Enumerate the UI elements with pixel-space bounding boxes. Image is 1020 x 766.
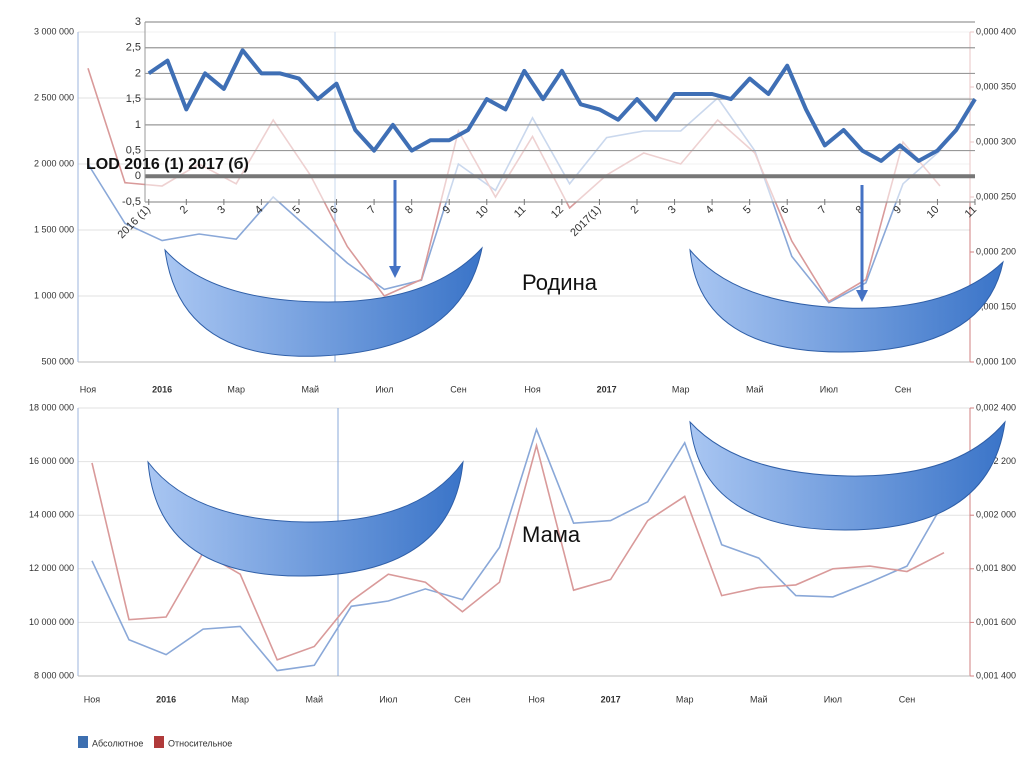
x-tick-label: Ноя bbox=[84, 694, 101, 704]
x-tick-label: Мар bbox=[227, 384, 245, 394]
x-tick-label: Июл bbox=[824, 694, 842, 704]
y2-tick-label: 0,001 800 bbox=[976, 563, 1016, 573]
x-tick-label: 2017 bbox=[597, 384, 617, 394]
y-tick-label: 2 500 000 bbox=[34, 92, 74, 102]
legend-label: Относительное bbox=[168, 738, 232, 748]
x-tick-label: Сен bbox=[450, 384, 467, 394]
x-tick-label: Сен bbox=[899, 694, 916, 704]
y-tick-label: 12 000 000 bbox=[29, 563, 74, 573]
x-tick-label: Ноя bbox=[528, 694, 545, 704]
x-tick-label: Июл bbox=[820, 384, 838, 394]
x-tick-label: 2017 bbox=[601, 694, 621, 704]
bowl bbox=[164, 246, 483, 357]
y2-tick-label: 0,000 350 bbox=[976, 81, 1016, 91]
bowl bbox=[689, 248, 1004, 353]
y2-tick-label: 0,000 400 bbox=[976, 26, 1016, 36]
y-tick-label: 500 000 bbox=[41, 356, 74, 366]
lod-plot-bg bbox=[145, 22, 975, 202]
y2-tick-label: 0,002 400 bbox=[976, 402, 1016, 412]
x-tick-label: Май bbox=[301, 384, 319, 394]
x-tick-label: Мар bbox=[672, 384, 690, 394]
x-tick-label: Ноя bbox=[524, 384, 541, 394]
x-tick-label: 2016 bbox=[156, 694, 176, 704]
decorations bbox=[147, 180, 1006, 577]
arrow-head bbox=[856, 290, 868, 302]
bowl bbox=[147, 460, 464, 577]
x-tick-label: Май bbox=[750, 694, 768, 704]
y-tick-label: 0 bbox=[135, 170, 141, 182]
y2-tick-label: 0,000 300 bbox=[976, 136, 1016, 146]
y2-tick-label: 0,000 100 bbox=[976, 356, 1016, 366]
y-tick-label: 2,5 bbox=[126, 42, 141, 54]
y-tick-label: 3 bbox=[135, 16, 141, 28]
y-tick-label: 3 000 000 bbox=[34, 26, 74, 36]
lod-title: LOD 2016 (1) 2017 (б) bbox=[86, 156, 249, 173]
x-tick-label: Мар bbox=[231, 694, 249, 704]
bowl bbox=[689, 420, 1006, 531]
annotation: Родина bbox=[522, 270, 598, 295]
y-tick-label: -0,5 bbox=[122, 196, 141, 208]
legend-label: Абсолютное bbox=[92, 738, 143, 748]
y-tick-label: 8 000 000 bbox=[34, 670, 74, 680]
legend-swatch bbox=[154, 736, 164, 748]
y-tick-label: 1 500 000 bbox=[34, 224, 74, 234]
y-tick-label: 2 bbox=[135, 67, 141, 79]
y-tick-label: 1 000 000 bbox=[34, 290, 74, 300]
y-tick-label: 10 000 000 bbox=[29, 617, 74, 627]
y-tick-label: 0,5 bbox=[126, 144, 141, 156]
x-tick-label: Май bbox=[746, 384, 764, 394]
x-tick-label: Сен bbox=[454, 694, 471, 704]
x-tick-label: Май bbox=[305, 694, 323, 704]
x-tick-label: Июл bbox=[379, 694, 397, 704]
y2-tick-label: 0,000 150 bbox=[976, 301, 1016, 311]
y-tick-label: 2 000 000 bbox=[34, 158, 74, 168]
y2-tick-label: 0,002 000 bbox=[976, 510, 1016, 520]
y-tick-label: 14 000 000 bbox=[29, 510, 74, 520]
x-tick-label: 2016 bbox=[152, 384, 172, 394]
x-tick-label: Мар bbox=[676, 694, 694, 704]
x-tick-label: Ноя bbox=[80, 384, 97, 394]
y-tick-label: 1 bbox=[135, 119, 141, 131]
y-tick-label: 1,5 bbox=[126, 93, 141, 105]
y2-tick-label: 0,001 600 bbox=[976, 617, 1016, 627]
y2-tick-label: 0,000 200 bbox=[976, 246, 1016, 256]
y-tick-label: 18 000 000 bbox=[29, 402, 74, 412]
y2-tick-label: 0,002 200 bbox=[976, 456, 1016, 466]
legend: Абсолютное Относительное bbox=[78, 736, 232, 748]
series-line bbox=[91, 442, 945, 661]
arrow-head bbox=[389, 266, 401, 278]
y-tick-label: 16 000 000 bbox=[29, 456, 74, 466]
lod-line bbox=[147, 48, 977, 163]
annotation: Мама bbox=[522, 522, 581, 547]
series-line bbox=[91, 427, 945, 672]
y2-tick-label: 0,001 400 bbox=[976, 670, 1016, 680]
x-tick-label: Июл bbox=[375, 384, 393, 394]
x-tick-label: Сен bbox=[895, 384, 912, 394]
legend-swatch bbox=[78, 736, 88, 748]
y2-tick-label: 0,000 250 bbox=[976, 191, 1016, 201]
